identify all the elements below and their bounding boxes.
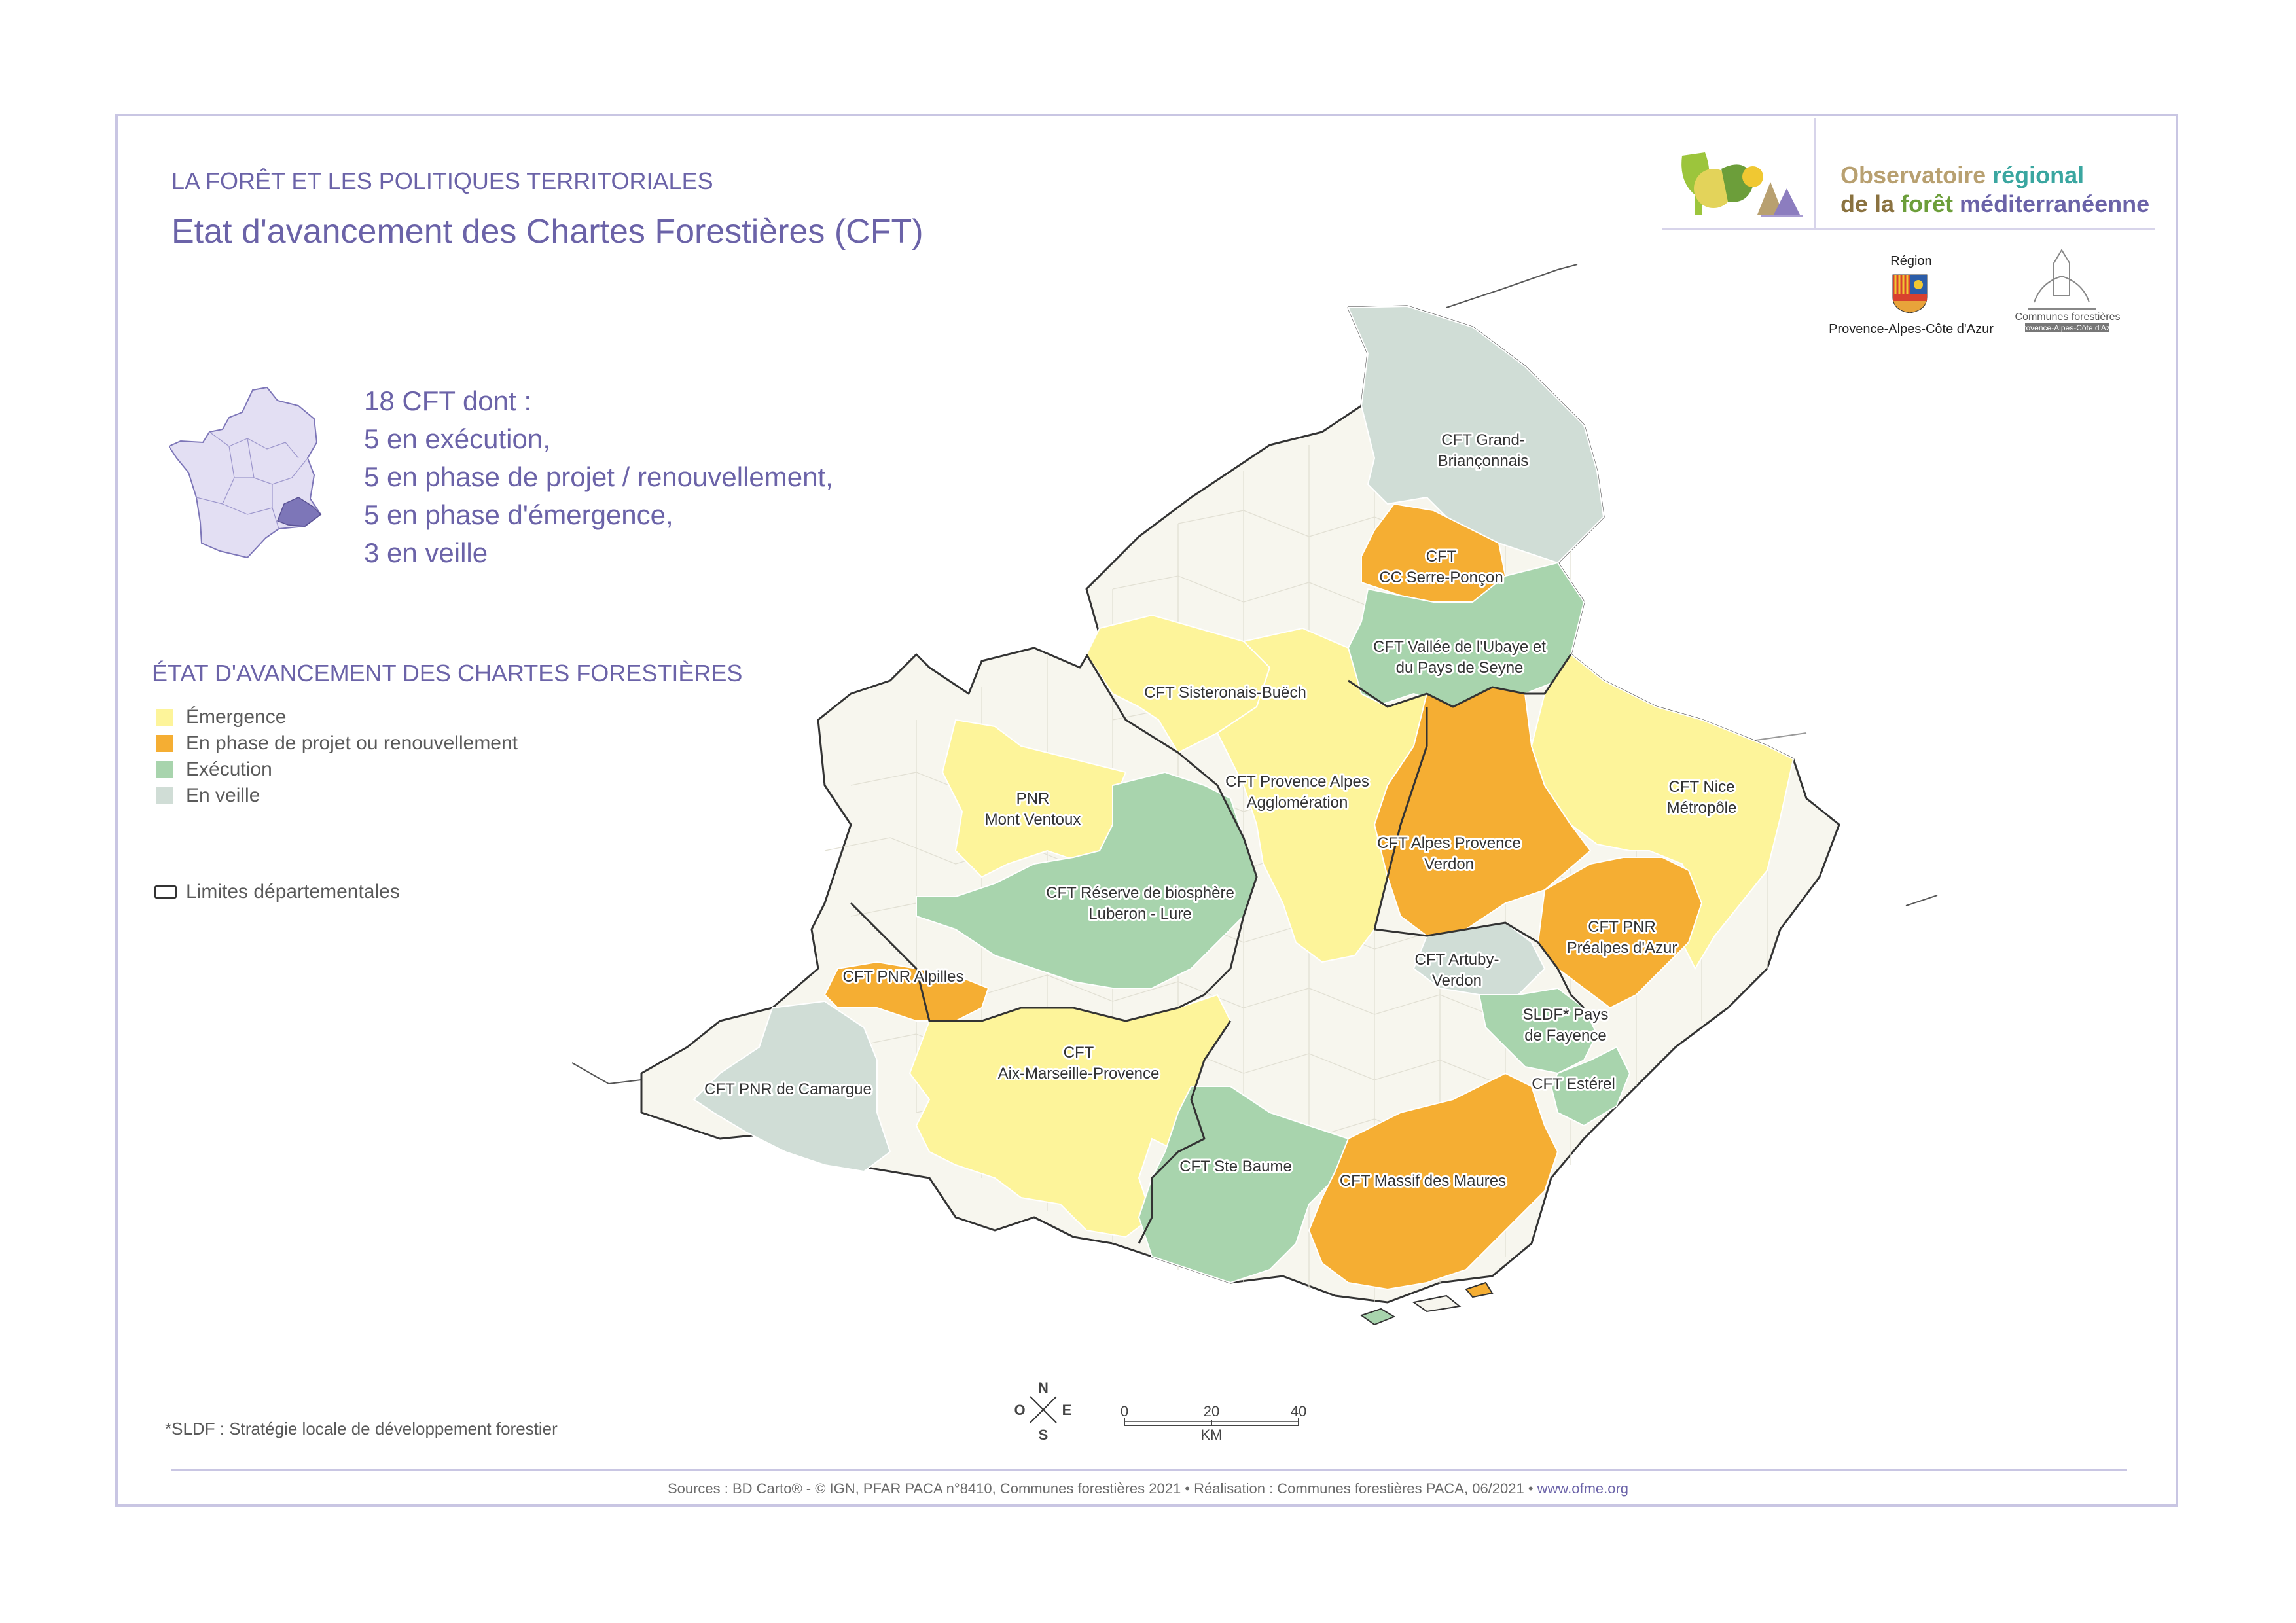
cf-logo-line1: Communes forestières xyxy=(2015,312,2121,323)
cft-summary: 18 CFT dont : 5 en exécution, 5 en phase… xyxy=(364,382,833,572)
summary-line: 5 en phase de projet / renouvellement, xyxy=(364,461,833,492)
scale-tick-20: 20 xyxy=(1204,1403,1219,1419)
region-nice-metropole xyxy=(1530,653,1795,971)
region-label: CFT PNR Alpilles xyxy=(843,968,964,986)
legend-limits-swatch xyxy=(154,885,177,899)
legend-swatch xyxy=(156,709,173,726)
legend-item-veille: En veille xyxy=(156,783,518,809)
region-label: CFT Ste Baume xyxy=(1179,1158,1292,1175)
compass-o: O xyxy=(1014,1402,1025,1418)
compass-icon: N S O E xyxy=(1014,1380,1071,1443)
legend-swatch xyxy=(156,735,173,752)
summary-line: 18 CFT dont : xyxy=(364,385,532,416)
region-label: CFT Aix-Marseille-Provence xyxy=(998,1044,1160,1082)
page-frame xyxy=(115,114,2178,1507)
legend-item-projet: En phase de projet ou renouvellement xyxy=(156,730,518,757)
logo-divider xyxy=(1814,118,1816,229)
region-label: CFT Sisteronais-Buëch xyxy=(1144,684,1306,702)
region-logo-name: Provence-Alpes-Côte d'Azur xyxy=(1829,322,1994,336)
ofme-logo-text: Observatoire régional de la forêt médite… xyxy=(1840,162,2150,217)
legend-title: ÉTAT D'AVANCEMENT DES CHARTES FORESTIÈRE… xyxy=(152,660,743,687)
region-labels: CFT Grand-Briançonnais CFT CC Serre-Ponçon… xyxy=(702,429,1738,1192)
scale-tick-0: 0 xyxy=(1121,1403,1128,1419)
legend: Émergence En phase de projet ou renouvel… xyxy=(156,704,518,809)
department-borders xyxy=(850,654,1585,1244)
communes-forestieres-logo-icon xyxy=(2025,249,2109,332)
region-massif-maures xyxy=(1308,1072,1559,1291)
region-label: CFT Estérel xyxy=(1532,1075,1615,1093)
island xyxy=(1359,1308,1396,1326)
region-label: SLDF* Pays de Fayence xyxy=(1523,1006,1609,1044)
island xyxy=(1465,1281,1494,1298)
footnote: *SLDF : Stratégie locale de développemen… xyxy=(165,1419,558,1438)
footer-divider xyxy=(171,1469,2127,1471)
region-label: CFT Artuby-Verdon xyxy=(1415,951,1499,990)
region-label: CFT CC Serre-Ponçon xyxy=(1379,548,1503,586)
region-logo-small-text: Région xyxy=(1890,254,1932,268)
legend-item-execution: Exécution xyxy=(156,757,518,783)
region-ste-baume xyxy=(1138,1086,1350,1284)
region-esterel xyxy=(1550,1046,1631,1127)
logo-underline xyxy=(1662,228,2155,230)
region-shield-icon xyxy=(1892,274,1928,313)
region-label: CFT PNR Préalpes d'Azur xyxy=(1567,918,1677,957)
scale-unit: KM xyxy=(1201,1427,1223,1443)
summary-line: 3 en veille xyxy=(364,537,488,568)
france-inset-map xyxy=(169,386,322,559)
region-alpilles xyxy=(823,961,990,1022)
summary-line: 5 en exécution, xyxy=(364,423,550,454)
compass-n: N xyxy=(1038,1380,1049,1396)
cf-logo-line2: Provence-Alpes-Côte d'Azur xyxy=(2018,323,2117,332)
legend-swatch xyxy=(156,761,173,778)
legend-item-emergence: Émergence xyxy=(156,704,518,730)
region-label: CFT Massif des Maures xyxy=(1340,1172,1506,1190)
region-pays-fayence xyxy=(1478,987,1598,1075)
region-label: CFT Réserve de biosphère Luberon - Lure xyxy=(1046,884,1234,923)
island xyxy=(1412,1294,1462,1313)
region-label: CFT Vallée de l'Ubaye et du Pays de Seyne xyxy=(1373,638,1546,677)
legend-item-limits: Limites départementales xyxy=(154,881,400,903)
region-label: CFT PNR de Camargue xyxy=(704,1080,872,1098)
region-label: CFT Nice Métropôle xyxy=(1667,778,1737,817)
region-sisteronais-bulech xyxy=(1085,614,1271,754)
map-title: Etat d'avancement des Chartes Forestière… xyxy=(171,213,924,251)
ofme-logo-icon xyxy=(1681,152,1803,217)
scale-bar: 0 20 40 KM xyxy=(1121,1403,1306,1443)
compass-e: E xyxy=(1062,1402,1072,1418)
region-label: CFT Alpes Provence Verdon xyxy=(1377,834,1521,873)
compass-s: S xyxy=(1039,1427,1049,1443)
summary-line: 5 en phase d'émergence, xyxy=(364,499,673,530)
region-label: CFT Provence Alpes Agglomération xyxy=(1225,773,1369,812)
region-camargue xyxy=(692,1000,891,1173)
region-label: CFT Grand-Briançonnais xyxy=(1438,431,1529,470)
scale-tick-40: 40 xyxy=(1291,1403,1306,1419)
legend-swatch xyxy=(156,787,173,804)
sources-credit: Sources : BD Carto® - © IGN, PFAR PACA n… xyxy=(667,1480,1629,1497)
map-subtitle: LA FORÊT ET LES POLITIQUES TERRITORIALES xyxy=(171,168,713,194)
region-prealpes-azur xyxy=(1537,857,1703,1009)
region-label: PNR Mont Ventoux xyxy=(985,790,1081,829)
region-provence-alpes-agglo xyxy=(1216,627,1428,963)
ofme-url[interactable]: www.ofme.org xyxy=(1537,1480,1629,1497)
region-ubaye-seyne xyxy=(1348,562,1585,708)
